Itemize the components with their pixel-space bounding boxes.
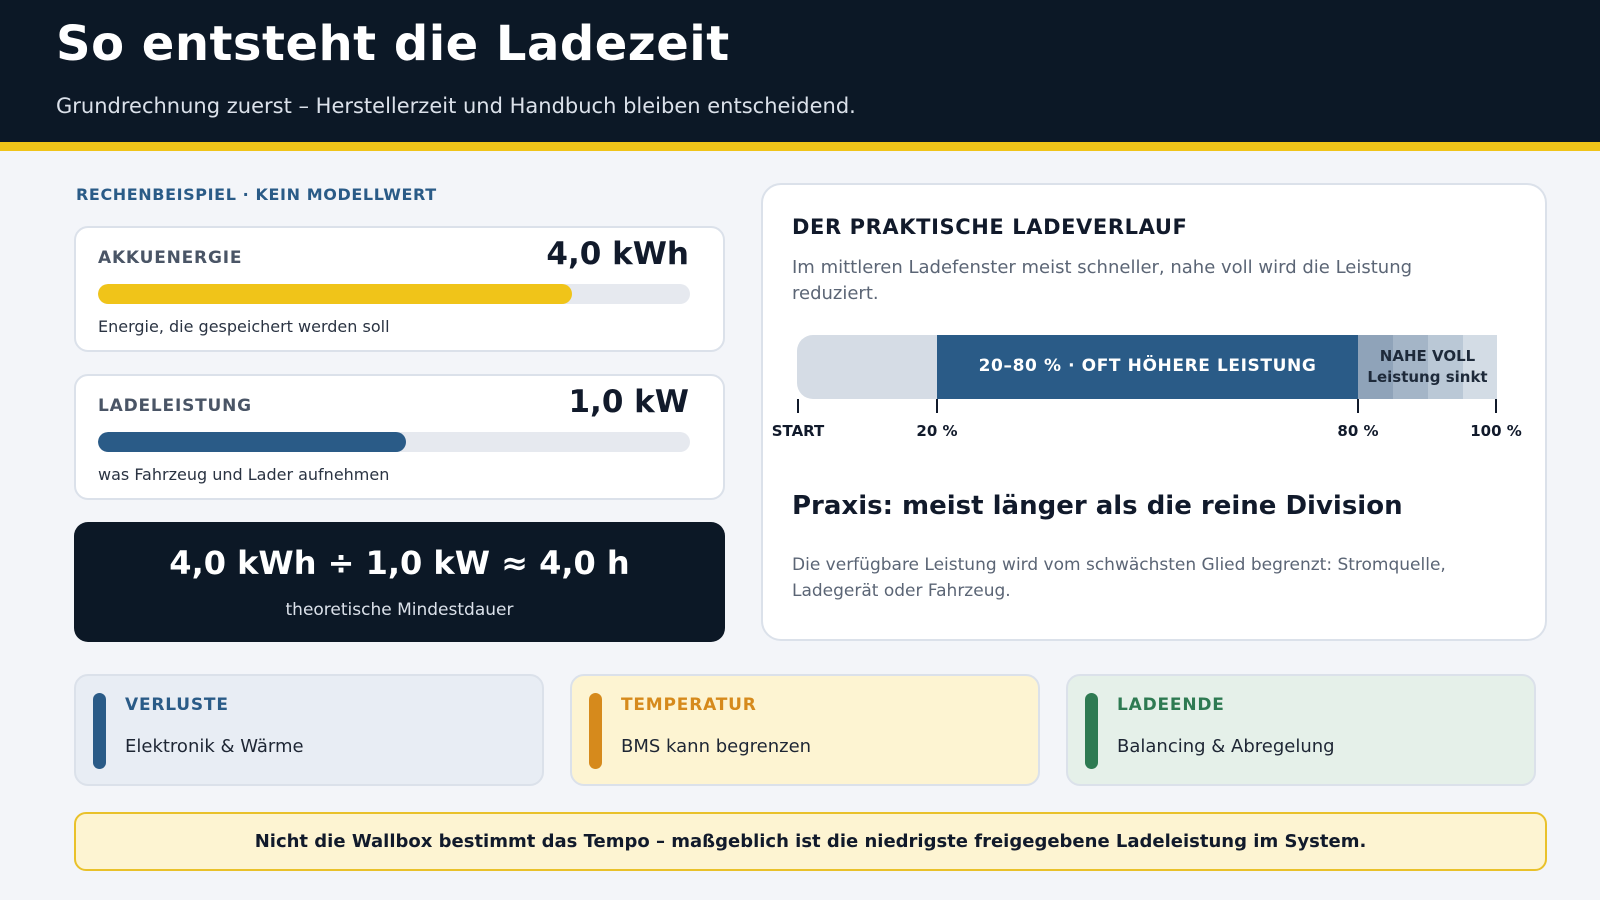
vertical-bar-icon (93, 693, 106, 769)
segment-middle: 20–80 % · OFT HÖHERE LEISTUNG (937, 335, 1358, 399)
factor-text: Elektronik & Wärme (125, 736, 304, 757)
page-title: So entsteht die Ladezeit (56, 16, 730, 72)
curve-title: DER PRAKTISCHE LADEVERLAUF (792, 215, 1188, 239)
tick-label-20: 20 % (916, 422, 958, 440)
charging-window-bar: 20–80 % · OFT HÖHERE LEISTUNG NAHE VOLL … (797, 335, 1497, 399)
charging-curve-card: DER PRAKTISCHE LADEVERLAUF Im mittleren … (761, 183, 1547, 641)
vertical-bar-icon (1085, 693, 1098, 769)
power-note: was Fahrzeug und Lader aufnehmen (98, 465, 390, 484)
page-subtitle: Grundrechnung zuerst – Herstellerzeit un… (56, 94, 856, 118)
factor-card-ladeende: LADEENDE Balancing & Abregelung (1066, 674, 1536, 786)
factor-label: VERLUSTE (125, 695, 229, 715)
factor-label: TEMPERATUR (621, 695, 757, 715)
tick-label-100: 100 % (1470, 422, 1522, 440)
tick-80 (1357, 399, 1359, 413)
energy-value: 4,0 kWh (546, 236, 689, 272)
formula-note: theoretische Mindestdauer (285, 600, 514, 620)
factor-label: LADEENDE (1117, 695, 1225, 715)
power-bar-fill (98, 432, 406, 452)
tick-label-80: 80 % (1337, 422, 1379, 440)
factor-text: Balancing & Abregelung (1117, 736, 1335, 757)
tick-100 (1495, 399, 1497, 413)
tick-20 (936, 399, 938, 413)
segment-end-label-line2: Leistung sinkt (1367, 368, 1488, 386)
power-card: LADELEISTUNG 1,0 kW was Fahrzeug und Lad… (74, 374, 725, 500)
vertical-bar-icon (589, 693, 602, 769)
power-label: LADELEISTUNG (98, 396, 252, 416)
factor-card-verluste: VERLUSTE Elektronik & Wärme (74, 674, 544, 786)
formula-text: 4,0 kWh ÷ 1,0 kW ≈ 4,0 h (169, 544, 630, 582)
tick-label-start: START (771, 422, 825, 440)
conclusion-banner: Nicht die Wallbox bestimmt das Tempo – m… (74, 812, 1547, 871)
segment-end-shade (1358, 335, 1393, 399)
segment-end-shade (1393, 335, 1428, 399)
praxis-text: Die verfügbare Leistung wird vom schwäch… (792, 555, 1446, 601)
curve-description: Im mittleren Ladefenster meist schneller… (792, 257, 1413, 304)
energy-bar-fill (98, 284, 572, 304)
energy-note: Energie, die gespeichert werden soll (98, 317, 390, 336)
segment-end-label: NAHE VOLL Leistung sinkt (1358, 346, 1497, 388)
segment-start (797, 335, 937, 399)
tick-start (797, 399, 799, 413)
factor-text: BMS kann begrenzen (621, 736, 812, 757)
header: So entsteht die Ladezeit Grundrechnung z… (0, 0, 1600, 142)
energy-card: AKKUENERGIE 4,0 kWh Energie, die gespeic… (74, 226, 725, 352)
segment-end-shade (1428, 335, 1463, 399)
power-bar-track (98, 432, 690, 452)
segment-middle-label: 20–80 % · OFT HÖHERE LEISTUNG (978, 356, 1317, 376)
header-accent-stripe (0, 142, 1600, 151)
formula-card: 4,0 kWh ÷ 1,0 kW ≈ 4,0 h theoretische Mi… (74, 522, 725, 642)
energy-bar-track (98, 284, 690, 304)
energy-label: AKKUENERGIE (98, 248, 243, 268)
power-value: 1,0 kW (568, 384, 689, 420)
segment-end (1358, 335, 1497, 399)
example-section-label: RECHENBEISPIEL · KEIN MODELLWERT (76, 185, 437, 204)
segment-end-shade (1463, 335, 1497, 399)
segment-end-label-line1: NAHE VOLL (1379, 347, 1476, 365)
conclusion-text: Nicht die Wallbox bestimmt das Tempo – m… (254, 831, 1367, 852)
factor-card-temperatur: TEMPERATUR BMS kann begrenzen (570, 674, 1040, 786)
praxis-title: Praxis: meist länger als die reine Divis… (792, 491, 1403, 521)
